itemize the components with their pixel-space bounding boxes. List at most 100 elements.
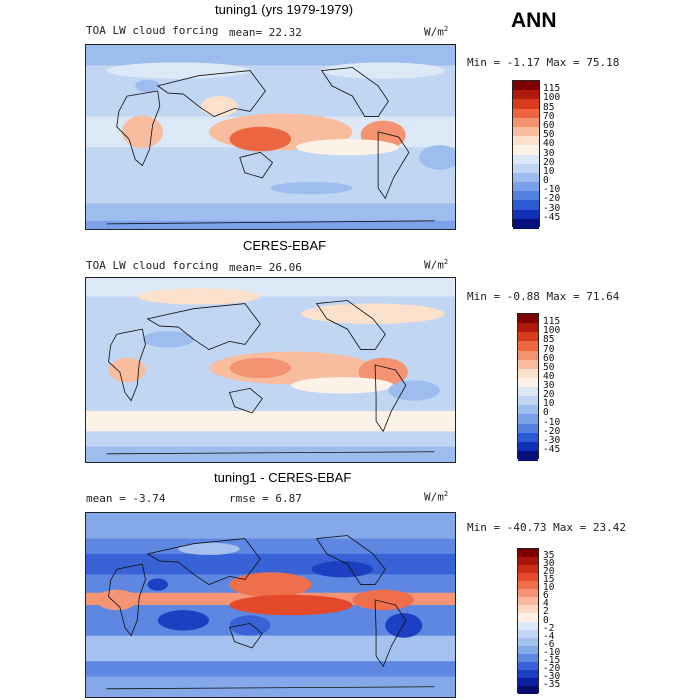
panel2-colorbar-tick-label: 20 bbox=[543, 389, 555, 401]
panel2-colorbar-tick-label: -45 bbox=[543, 443, 561, 455]
panel3-colorbar-swatch bbox=[518, 597, 538, 606]
panel1-colorbar-swatch bbox=[513, 145, 539, 155]
panel3-colorbar-swatch bbox=[518, 605, 538, 614]
panel2-mean: mean= 26.06 bbox=[229, 261, 302, 274]
panel3-colorbar-tick-label: -6 bbox=[543, 638, 555, 650]
panel2-colorbar-tick-label: -30 bbox=[543, 434, 561, 446]
panel3-colorbar-swatch bbox=[518, 645, 538, 655]
panel1-variable: TOA LW cloud forcing bbox=[86, 24, 219, 37]
panel1-colorbar bbox=[512, 80, 540, 229]
panel2-colorbar-swatch bbox=[518, 341, 538, 351]
panel2-colorbar-swatch bbox=[518, 314, 538, 324]
panel2-colorbar-tick-label: 50 bbox=[543, 361, 555, 373]
panel2-colorbar-tick-label: 30 bbox=[543, 380, 555, 391]
panel2-colorbar-swatch bbox=[518, 423, 538, 434]
panel2-colorbar-swatch bbox=[518, 377, 538, 388]
panel2-colorbar-tick-label: 70 bbox=[543, 343, 555, 355]
panel2-colorbar-tick-label: 60 bbox=[543, 352, 555, 364]
panel3-units: W/m2 bbox=[424, 490, 449, 504]
panel3-colorbar-tick-label: -4 bbox=[543, 630, 555, 642]
panel2-colorbar-swatch bbox=[518, 414, 538, 424]
panel1-colorbar-swatch bbox=[513, 209, 539, 220]
panel3-colorbar-tick-label: -15 bbox=[543, 654, 561, 666]
panel3-colorbar-tick-label: -10 bbox=[543, 646, 561, 658]
panel3-minmax: Min = -40.73 Max = 23.42 bbox=[467, 521, 626, 534]
panel3-colorbar-swatch bbox=[518, 653, 538, 663]
panel1-colorbar-swatch bbox=[513, 108, 539, 119]
panel2-colorbar-swatch bbox=[518, 332, 538, 342]
panel2-colorbar-tick-label: 40 bbox=[543, 370, 555, 382]
panel1-minmax: Min = -1.17 Max = 75.18 bbox=[467, 56, 620, 69]
panel2-variable: TOA LW cloud forcing bbox=[86, 259, 219, 272]
panel1-colorbar-swatch bbox=[513, 163, 539, 174]
panel2-title: CERES-EBAF bbox=[243, 238, 327, 253]
panel2-colorbar-tick-label: 85 bbox=[543, 334, 555, 346]
panel1-colorbar-swatch bbox=[513, 154, 539, 165]
panel2-map bbox=[85, 277, 456, 463]
panel3-colorbar-swatch bbox=[518, 589, 538, 598]
panel2-minmax: Min = -0.88 Max = 71.64 bbox=[467, 290, 620, 303]
panel1-colorbar-tick-label: 10 bbox=[543, 165, 555, 177]
panel3-colorbar-tick-label: 2 bbox=[543, 606, 549, 618]
season-label: ANN bbox=[511, 9, 557, 32]
panel1-colorbar-tick-label: 70 bbox=[543, 110, 555, 122]
panel1-colorbar-tick-label: -10 bbox=[543, 184, 561, 196]
panel3-colorbar-swatch bbox=[518, 637, 538, 647]
panel3-colorbar-swatch bbox=[518, 677, 538, 687]
panel2-colorbar-tick-label: 100 bbox=[543, 325, 561, 337]
panel3-mean: mean = -3.74 bbox=[86, 492, 166, 505]
panel2-colorbar-swatch bbox=[518, 387, 538, 397]
panel2-units: W/m2 bbox=[424, 258, 449, 272]
panel1-mean: mean= 22.32 bbox=[229, 26, 302, 39]
panel3-colorbar-swatch bbox=[518, 557, 538, 566]
panel3-colorbar-tick-label: 35 bbox=[543, 550, 555, 562]
panel2-colorbar-tick-label: 0 bbox=[543, 407, 549, 419]
panel1-colorbar-swatch bbox=[513, 136, 539, 146]
panel1-colorbar-swatch bbox=[513, 182, 539, 192]
panel3-colorbar-tick-label: 0 bbox=[543, 614, 549, 626]
panel2-colorbar bbox=[517, 313, 539, 461]
panel1-colorbar-tick-label: 60 bbox=[543, 119, 555, 131]
panel3-colorbar-tick-label: 30 bbox=[543, 558, 555, 570]
panel2-colorbar-swatch bbox=[518, 441, 538, 452]
panel3-colorbar-swatch bbox=[518, 669, 538, 679]
panel1-colorbar-swatch bbox=[513, 191, 539, 201]
panel1-colorbar-tick-label: -20 bbox=[543, 193, 561, 205]
panel1-colorbar-tick-label: 50 bbox=[543, 129, 555, 141]
panel3-rmse: rmse = 6.87 bbox=[229, 492, 302, 505]
panel3-colorbar-swatch bbox=[518, 661, 538, 671]
panel1-colorbar-swatch bbox=[513, 172, 539, 183]
panel3-colorbar-swatch bbox=[518, 581, 538, 590]
panel3-colorbar-tick-label: -20 bbox=[543, 662, 561, 674]
panel3-colorbar-swatch bbox=[518, 565, 538, 574]
panel2-colorbar-swatch bbox=[518, 368, 538, 379]
panel2-colorbar-swatch bbox=[518, 450, 538, 461]
panel3-colorbar-tick-label: 20 bbox=[543, 566, 555, 578]
panel3-colorbar-swatch bbox=[518, 685, 538, 695]
panel3-colorbar-tick-label: -2 bbox=[543, 622, 555, 634]
panel1-colorbar-tick-label: -30 bbox=[543, 202, 561, 214]
panel2-colorbar-tick-label: 115 bbox=[543, 316, 561, 328]
panel2-colorbar-swatch bbox=[518, 323, 538, 333]
panel2-colorbar-swatch bbox=[518, 432, 538, 443]
panel2-colorbar-tick-label: -20 bbox=[543, 425, 561, 437]
panel3-colorbar-tick-label: 6 bbox=[543, 590, 549, 602]
panel3-colorbar-tick-label: -35 bbox=[543, 678, 561, 690]
panel2-colorbar-tick-label: 10 bbox=[543, 398, 555, 410]
panel2-colorbar-tick-label: -10 bbox=[543, 416, 561, 428]
panel3-colorbar-tick-label: 4 bbox=[543, 598, 549, 610]
panel1-colorbar-tick-label: 20 bbox=[543, 156, 555, 168]
panel3-colorbar-tick-label: 15 bbox=[543, 574, 555, 586]
panel1-colorbar-swatch bbox=[513, 117, 539, 128]
panel1-map bbox=[85, 44, 456, 230]
panel1-colorbar-tick-label: 100 bbox=[543, 92, 561, 104]
panel2-colorbar-swatch bbox=[518, 350, 538, 361]
panel3-colorbar-swatch bbox=[518, 629, 538, 639]
panel1-colorbar-swatch bbox=[513, 218, 539, 229]
panel1-colorbar-swatch bbox=[513, 99, 539, 110]
panel3-colorbar bbox=[517, 548, 539, 695]
panel2-colorbar-swatch bbox=[518, 405, 538, 415]
panel1-colorbar-tick-label: -45 bbox=[543, 211, 561, 223]
panel3-colorbar-tick-label: -30 bbox=[543, 670, 561, 682]
panel3-title: tuning1 - CERES-EBAF bbox=[214, 470, 352, 485]
